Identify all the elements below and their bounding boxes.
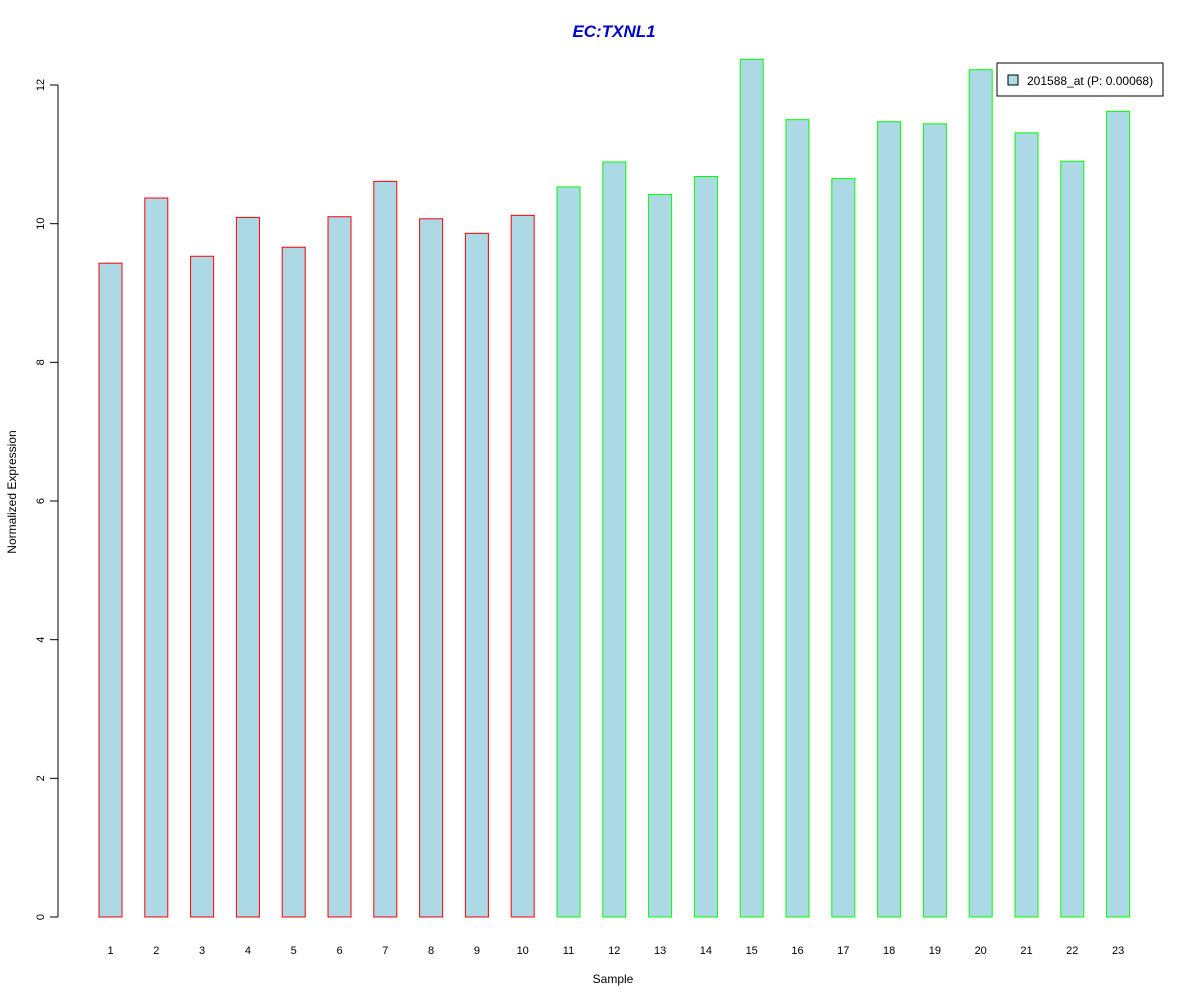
chart-title: EC:TXNL1 [572,22,655,41]
bar [98,262,123,918]
y-tick-label: 8 [35,359,47,365]
bar [1014,132,1039,918]
bar [144,197,169,918]
bar [922,123,947,918]
legend-entry: 201588_at (P: 0.00068) [1027,74,1153,88]
bar [1106,110,1131,918]
x-tick-label: 19 [929,945,941,957]
bar [373,180,398,918]
bar [877,121,902,918]
bar [510,214,535,918]
x-axis-label: Sample [593,972,634,986]
x-tick-label: 1 [107,945,113,957]
x-tick-label: 11 [563,945,574,957]
x-tick-label: 5 [291,945,297,957]
y-tick-label: 10 [35,218,47,230]
y-axis-label: Normalized Expression [5,430,19,553]
bar [419,218,444,918]
x-tick-label: 8 [428,945,434,957]
bar [1060,160,1085,918]
x-tick-label: 17 [837,945,849,957]
bar [556,186,581,918]
y-tick-label: 6 [35,498,47,504]
y-tick-label: 0 [35,914,47,920]
bar [968,69,993,918]
x-tick-label: 4 [245,945,251,957]
bar [785,119,810,918]
bar [602,161,627,918]
x-tick-label: 3 [199,945,205,957]
x-tick-label: 6 [336,945,342,957]
bar [693,176,718,918]
y-tick-label: 4 [35,637,47,643]
x-tick-label: 10 [517,945,529,957]
x-tick-label: 16 [791,945,803,957]
x-tick-label: 15 [746,945,758,957]
bar [281,246,306,918]
x-tick-label: 14 [700,945,712,957]
y-tick-label: 12 [35,79,47,91]
y-axis: 0 2 4 6 8 10 12 [35,79,59,920]
bar [648,194,673,918]
bar [235,216,260,918]
x-tick-label: 2 [153,945,159,957]
x-tick-label: 21 [1020,945,1032,957]
bars [98,58,1131,918]
legend-box [996,62,1164,97]
x-tick-label: 22 [1066,945,1078,957]
bar [464,232,489,918]
x-axis-ticks: 1 2 3 4 5 6 7 8 9 10 11 12 13 14 15 16 17 18 19 20 21 22 23 [107,945,1124,957]
bar [831,178,856,918]
x-tick-label: 7 [382,945,388,957]
y-tick-label: 2 [35,775,47,781]
x-tick-label: 13 [654,945,666,957]
legend-swatch [1007,74,1019,86]
x-tick-label: 20 [975,945,987,957]
bar [327,216,352,918]
legend: 201588_at (P: 0.00068) [996,62,1164,97]
x-tick-label: 12 [608,945,620,957]
bar [190,255,215,918]
x-tick-label: 23 [1112,945,1124,957]
x-tick-label: 9 [474,945,480,957]
bar [739,58,764,918]
x-tick-label: 18 [883,945,895,957]
